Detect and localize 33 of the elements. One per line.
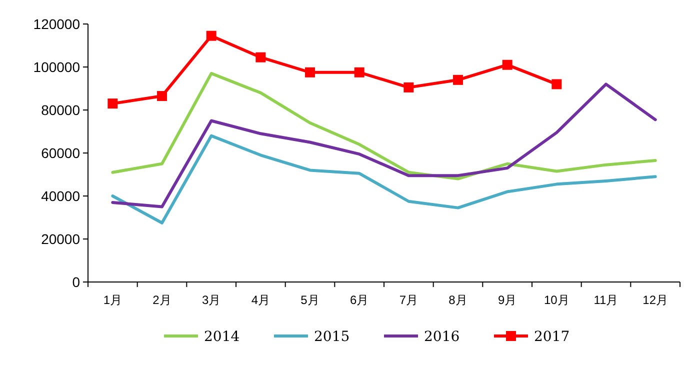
point <box>502 60 512 70</box>
x-tick-label: 9月 <box>498 293 517 307</box>
y-tick-label: 100000 <box>33 59 80 75</box>
legend-label: 2017 <box>534 329 570 345</box>
x-tick-label: 3月 <box>202 293 221 307</box>
x-tick-label: 4月 <box>251 293 270 307</box>
x-tick-label: 10月 <box>544 293 570 307</box>
point <box>157 91 167 102</box>
point <box>404 82 414 92</box>
point <box>453 74 463 85</box>
point <box>552 79 562 90</box>
legend-label: 2014 <box>204 329 240 345</box>
x-tick-label: 5月 <box>300 293 320 307</box>
point <box>305 67 315 78</box>
point <box>206 30 216 41</box>
legend-label: 2015 <box>314 329 350 345</box>
point <box>256 52 266 62</box>
y-tick-label: 60000 <box>41 145 80 161</box>
point <box>354 67 364 78</box>
x-tick-label: 2月 <box>152 293 172 307</box>
x-tick-label: 1月 <box>103 293 122 307</box>
x-tick-label: 7月 <box>399 293 418 307</box>
y-tick-label: 80000 <box>41 102 80 118</box>
legend-label: 2016 <box>424 329 460 345</box>
point <box>108 98 118 109</box>
x-tick-label: 6月 <box>350 293 369 307</box>
x-tick-label: 11月 <box>594 293 618 307</box>
y-tick-label: 0 <box>72 274 80 290</box>
x-tick-label: 12月 <box>642 293 668 307</box>
y-tick-label: 40000 <box>41 188 80 204</box>
x-tick-label: 8月 <box>448 293 468 307</box>
y-tick-label: 20000 <box>41 231 80 247</box>
y-tick-label: 120000 <box>33 16 80 32</box>
